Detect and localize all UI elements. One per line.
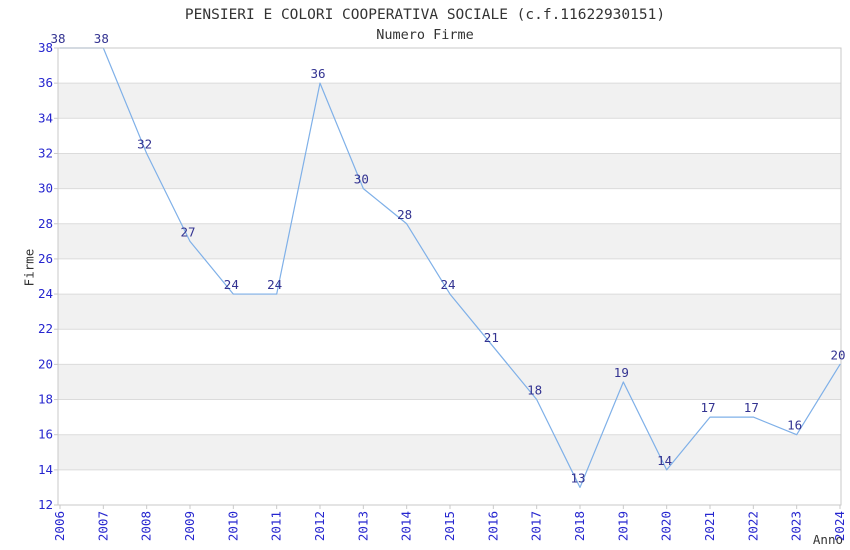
data-point-label: 27	[180, 224, 195, 239]
x-tick-label: 2015	[442, 511, 457, 541]
data-point-label: 16	[787, 418, 802, 433]
plot-border	[57, 47, 842, 506]
data-point-label: 38	[94, 31, 109, 46]
x-tick-label: 2006	[52, 511, 67, 541]
x-tick-label: 2012	[312, 511, 327, 541]
y-tick-label: 24	[38, 286, 53, 301]
data-line	[59, 47, 841, 489]
grid-band	[58, 434, 841, 470]
chart-title: PENSIERI E COLORI COOPERATIVA SOCIALE (c…	[184, 7, 666, 23]
y-tick-label: 14	[38, 462, 53, 477]
grid-band	[58, 83, 841, 119]
data-point-label: 14	[657, 453, 672, 468]
grid-band	[58, 364, 841, 400]
x-tick-label: 2023	[789, 511, 804, 541]
y-tick-label: 28	[38, 216, 53, 231]
x-tick-label: 2008	[139, 511, 154, 541]
y-tick-label: 30	[38, 181, 53, 196]
data-point-label: 28	[397, 207, 412, 222]
y-tick-label: 36	[38, 75, 53, 90]
y-tick-label: 18	[38, 392, 53, 407]
data-point-label: 17	[744, 400, 759, 415]
data-point-label: 32	[137, 136, 152, 151]
y-tick-label: 32	[38, 145, 53, 160]
y-tick-label: 34	[38, 110, 53, 125]
data-point-label: 18	[527, 383, 542, 398]
data-point-label: 38	[50, 31, 65, 46]
x-tick-label: 2022	[745, 511, 760, 541]
data-point-label: 21	[484, 330, 499, 345]
x-tick-label: 2007	[95, 511, 110, 541]
grid-band	[58, 153, 841, 189]
x-tick-label: 2014	[399, 511, 414, 541]
x-tick-label: 2018	[572, 511, 587, 541]
data-point-label: 19	[614, 365, 629, 380]
y-tick-label: 16	[38, 427, 53, 442]
grid-band	[58, 223, 841, 259]
chart-subtitle: Numero Firme	[376, 27, 474, 43]
data-point-label: 13	[570, 470, 585, 485]
y-tick-label: 12	[38, 497, 53, 512]
x-tick-label: 2017	[529, 511, 544, 541]
y-tick-label: 38	[38, 40, 53, 55]
data-point-label: 36	[310, 66, 325, 81]
x-tick-label: 2016	[485, 511, 500, 541]
x-axis-title: Anno	[812, 532, 843, 547]
x-tick-label: 2011	[269, 511, 284, 541]
x-tick-label: 2024	[832, 511, 847, 541]
data-point-label: 20	[830, 347, 845, 362]
x-tick-label: 2013	[355, 511, 370, 541]
x-tick-label: 2010	[225, 511, 240, 541]
x-tick-label: 2020	[659, 511, 674, 541]
grid-band	[58, 294, 841, 330]
x-tick-label: 2021	[702, 511, 717, 541]
data-point-label: 17	[700, 400, 715, 415]
data-point-label: 30	[354, 172, 369, 187]
data-point-label: 24	[267, 277, 282, 292]
x-tick-label: 2019	[615, 511, 630, 541]
data-point-label: 24	[440, 277, 455, 292]
y-tick-label: 20	[38, 356, 53, 371]
y-tick-label: 26	[38, 251, 53, 266]
y-tick-label: 22	[38, 321, 53, 336]
x-tick-label: 2009	[182, 511, 197, 541]
data-point-label: 24	[224, 277, 239, 292]
